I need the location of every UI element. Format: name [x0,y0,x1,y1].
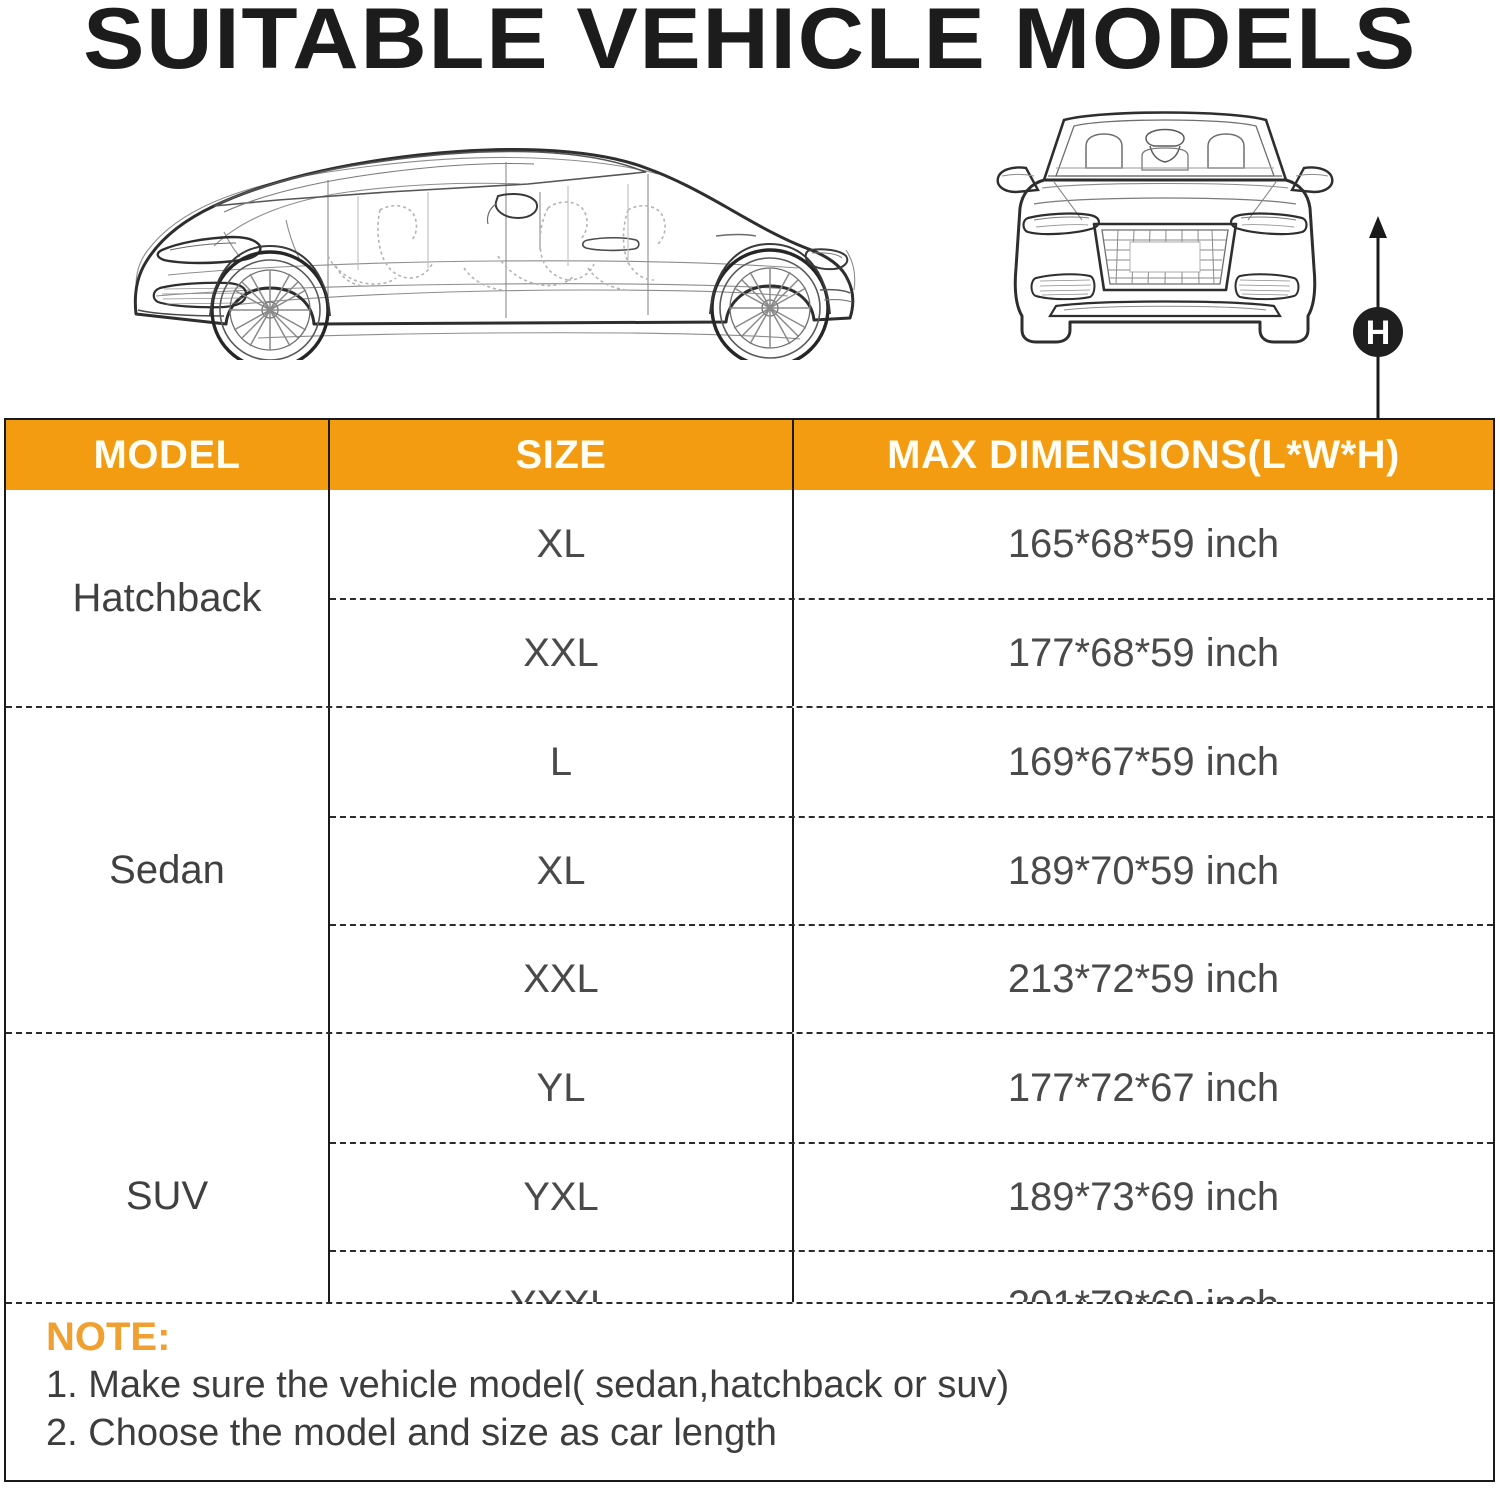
note-line-1: 1. Make sure the vehicle model( sedan,ha… [46,1364,1010,1406]
note-section: NOTE: 1. Make sure the vehicle model( se… [6,1302,1493,1480]
size-cell: XXL [330,926,794,1032]
table-row: YL 177*72*67 inch [330,1034,1493,1142]
table-row: XXL 213*72*59 inch [330,924,1493,1032]
size-cell: L [330,708,794,816]
page-title: SUITABLE VEHICLE MODELS [83,0,1417,87]
size-cell: YL [330,1034,794,1142]
table-row: L 169*67*59 inch [330,708,1493,816]
table-group-hatchback: Hatchback XL 165*68*59 inch XXL 177*68*5… [6,490,1493,706]
group-rows: XL 165*68*59 inch XXL 177*68*59 inch [330,490,1493,706]
column-header-size-label: SIZE [515,432,607,477]
table-row: XL 189*70*59 inch [330,816,1493,924]
column-header-size: SIZE [330,420,794,490]
table-row: XL 165*68*59 inch [330,490,1493,598]
model-cell: SUV [6,1034,330,1358]
table-row: XXL 177*68*59 inch [330,598,1493,706]
note-line-2: 2. Choose the model and size as car leng… [46,1411,777,1454]
size-cell: XL [330,490,794,598]
dimensions-cell: 177*68*59 inch [1007,630,1280,675]
table-group-sedan: Sedan L 169*67*59 inch XL 189*70*59 inch… [6,706,1493,1032]
dimensions-cell: 177*72*67 inch [1007,1065,1280,1110]
sedan-side-view-illustration [28,100,868,360]
column-header-model: MODEL [6,420,330,490]
table-row: YXL 189*73*69 inch [330,1142,1493,1250]
note-title: NOTE: [46,1315,171,1359]
group-rows: L 169*67*59 inch XL 189*70*59 inch XXL 2… [330,708,1493,1032]
dimensions-cell: 189*73*69 inch [1007,1174,1280,1219]
model-cell: Hatchback [6,490,330,706]
dimensions-cell: 165*68*59 inch [1007,521,1280,566]
model-cell: Sedan [6,708,330,1032]
sedan-front-view-illustration [990,100,1340,360]
dimensions-cell: 213*72*59 inch [1007,956,1280,1001]
column-header-dimensions-label: MAX DIMENSIONS(L*W*H) [887,432,1400,477]
dimensions-cell: 189*70*59 inch [1007,848,1280,893]
table-header-row: MODEL SIZE MAX DIMENSIONS(L*W*H) [6,420,1493,490]
column-header-model-label: MODEL [93,432,241,477]
vehicle-size-table: MODEL SIZE MAX DIMENSIONS(L*W*H) Hatchba… [4,418,1495,1482]
table-body: Hatchback XL 165*68*59 inch XXL 177*68*5… [6,490,1493,1358]
dimensions-cell: 169*67*59 inch [1007,739,1280,784]
size-cell: XL [330,818,794,924]
size-cell: YXL [330,1144,794,1250]
vehicle-illustrations: L W H [0,100,1500,510]
height-badge-label: H [1366,314,1391,352]
column-header-dimensions: MAX DIMENSIONS(L*W*H) [794,420,1493,490]
size-cell: XXL [330,600,794,706]
